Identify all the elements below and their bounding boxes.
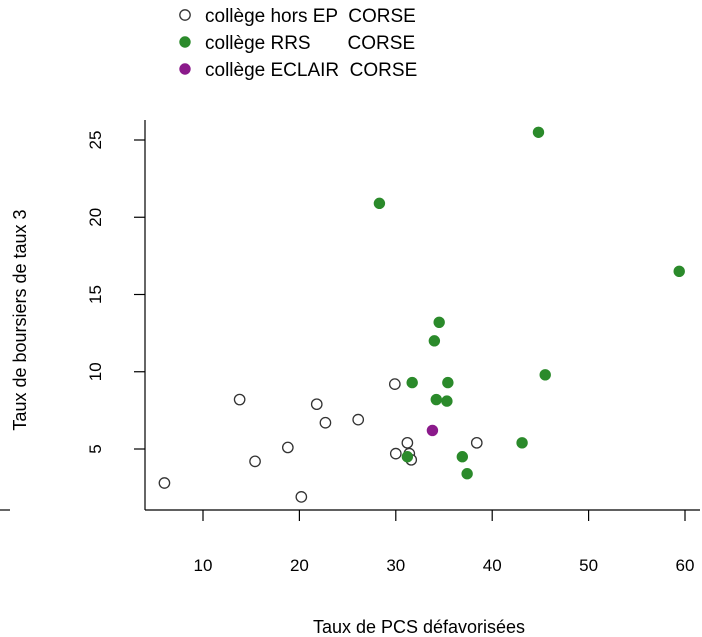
x-tick-label: 50 (579, 556, 598, 575)
data-point (281, 441, 294, 454)
data-point (310, 398, 323, 411)
data-point (319, 416, 332, 429)
data-point (442, 376, 454, 389)
data-point (406, 376, 418, 389)
x-tick-label: 20 (290, 556, 309, 575)
data-point (516, 437, 528, 449)
x-tick-label: 10 (194, 556, 213, 575)
y-tick-label: 25 (86, 131, 105, 150)
data-point (388, 378, 401, 390)
data-points (158, 126, 685, 503)
data-point (401, 436, 414, 449)
data-point (158, 477, 171, 489)
x-ticks: 10 20 30 40 50 60 (194, 510, 695, 575)
data-point (532, 126, 545, 138)
data-point (470, 436, 483, 449)
data-point (373, 197, 386, 210)
data-point (539, 369, 551, 381)
data-point (430, 393, 442, 406)
y-tick-label: 5 (86, 444, 105, 453)
legend-marker (179, 63, 191, 75)
data-point (233, 393, 246, 406)
data-point (441, 395, 453, 407)
legend-marker (179, 36, 191, 48)
y-tick-label: 10 (86, 362, 105, 381)
data-point (389, 447, 402, 460)
y-tick-label: 20 (86, 208, 105, 227)
x-axis-title: Taux de PCS défavorisées (313, 617, 525, 637)
legend-label: collège ECLAIR CORSE (205, 60, 417, 81)
legend-label: collège RRS CORSE (205, 33, 415, 54)
x-tick-label: 30 (386, 556, 405, 575)
data-point (249, 455, 261, 468)
data-point (352, 413, 365, 426)
y-axis-title: Taux de boursiers de taux 3 (10, 209, 30, 430)
y-ticks: 5 10 15 20 25 (86, 131, 145, 454)
data-point (433, 316, 445, 329)
data-point (295, 491, 308, 503)
legend-marker (179, 9, 191, 21)
data-point (401, 451, 414, 463)
legend-label: collège hors EP CORSE (205, 6, 416, 27)
axes (0, 120, 700, 511)
x-tick-label: 60 (676, 556, 695, 575)
data-point (673, 265, 685, 278)
data-point (461, 468, 473, 480)
x-tick-label: 40 (483, 556, 502, 575)
y-tick-label: 15 (86, 285, 105, 304)
data-point (428, 335, 441, 347)
data-point (456, 451, 469, 463)
legend: collège hors EP CORSE collège RRS CORSE co… (179, 6, 417, 81)
data-point (426, 424, 439, 437)
